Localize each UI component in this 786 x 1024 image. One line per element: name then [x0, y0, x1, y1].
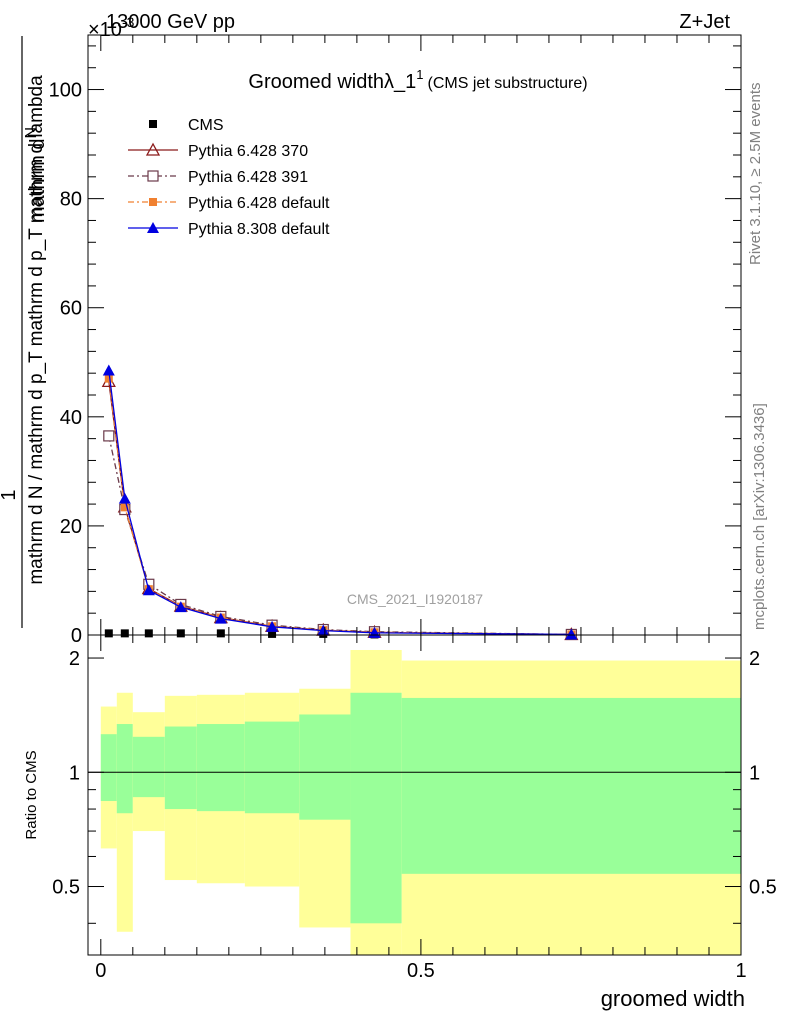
legend-label: Pythia 6.428 391 — [188, 169, 308, 186]
ratio-plot-panel: 0.5 0.5 1 1 2 2 0 0.5 1 Ratio to CMS groomed wid… — [23, 634, 777, 1011]
legend-marker — [147, 170, 159, 182]
mcplots-label: mcplots.cern.ch [arXiv:1306.3436] — [751, 403, 768, 630]
series-line — [108, 370, 572, 636]
y-tick-label: 60 — [60, 298, 82, 320]
legend-marker — [145, 142, 161, 156]
data-point — [317, 624, 330, 636]
chart-title: Groomed widthλ_11(CMS jet substructure) — [248, 67, 587, 93]
data-point — [103, 430, 115, 442]
inner-uncertainty-band — [401, 697, 741, 874]
main-plot-panel: 0 20 40 60 80 100 CMS_2021_I1920187 Groomed w… — [49, 34, 742, 647]
legend-label: Pythia 6.428 370 — [188, 143, 308, 160]
legend-marker — [149, 120, 157, 128]
data-point — [142, 584, 155, 596]
data-point — [214, 612, 227, 624]
data-point — [565, 628, 578, 640]
ratio-y-tick-label-right: 0.5 — [749, 877, 777, 899]
legend: CMS Pythia 6.428 370 Pythia 6.428 391 Pythi… — [128, 117, 330, 238]
inner-uncertainty-band — [132, 736, 165, 798]
y-tick-label: 100 — [49, 80, 82, 102]
y-label-numerator: mathrm dN — [23, 127, 49, 223]
x-axis-label: groomed width — [601, 986, 745, 1011]
main-y-axis-label: mathrm dN 1 mathrm d N / mathrm d p_T ma… — [0, 36, 49, 628]
data-point — [120, 629, 129, 638]
inner-uncertainty-band — [116, 724, 133, 814]
data-point — [104, 629, 113, 638]
y-tick-label: 20 — [60, 516, 82, 538]
data-point — [176, 629, 185, 638]
inner-uncertainty-band — [299, 714, 351, 820]
inner-uncertainty-band — [100, 734, 117, 802]
x-tick-label: 0 — [95, 960, 106, 982]
y-tick-label: 0 — [71, 625, 82, 647]
ratio-y-tick-label: 0.5 — [52, 877, 80, 899]
legend-label: Pythia 6.428 default — [188, 195, 330, 212]
ratio-y-tick-label: 1 — [69, 762, 80, 784]
chart-watermark: CMS_2021_I1920187 — [347, 591, 483, 607]
inner-uncertainty-band — [196, 724, 245, 812]
data-point — [174, 601, 187, 613]
data-point — [118, 492, 131, 504]
legend-label: CMS — [188, 117, 224, 134]
legend-marker — [149, 198, 157, 206]
ratio-y-tick-label-right: 1 — [749, 762, 760, 784]
ratio-plot-frame — [87, 634, 742, 956]
data-point — [104, 374, 113, 383]
y-label-one: 1 — [0, 489, 20, 500]
series-2 — [103, 430, 577, 641]
inner-uncertainty-band — [164, 726, 197, 810]
inner-uncertainty-band — [244, 721, 300, 814]
ratio-y-axis-label: Ratio to CMS — [23, 750, 40, 839]
process-label: Z+Jet — [679, 11, 730, 33]
x-tick-label: 1 — [735, 960, 746, 982]
ratio-y-tick-label-right: 2 — [749, 648, 760, 670]
series-4 — [102, 364, 578, 640]
inner-uncertainty-band — [350, 692, 402, 924]
data-point — [102, 364, 115, 376]
data-point — [216, 629, 225, 638]
data-point — [266, 620, 279, 632]
main-plot-frame — [87, 34, 742, 636]
y-tick-label: 40 — [60, 407, 82, 429]
data-point — [268, 629, 277, 638]
ratio-y-tick-label: 2 — [69, 648, 80, 670]
series-line — [108, 378, 572, 636]
data-point — [120, 503, 129, 512]
legend-marker — [147, 222, 159, 233]
y-tick-label: 80 — [60, 189, 82, 211]
legend-label: Pythia 8.308 default — [188, 221, 330, 238]
x-tick-label: 0.5 — [407, 960, 435, 982]
y-label-denominator: mathrm d N / mathrm d p_T mathrm d p_T m… — [26, 75, 47, 585]
energy-label: 13000 GeV pp — [106, 11, 235, 33]
rivet-label: Rivet 3.1.10, ≥ 2.5M events — [747, 83, 764, 266]
data-point — [144, 629, 153, 638]
series-line — [108, 381, 572, 636]
